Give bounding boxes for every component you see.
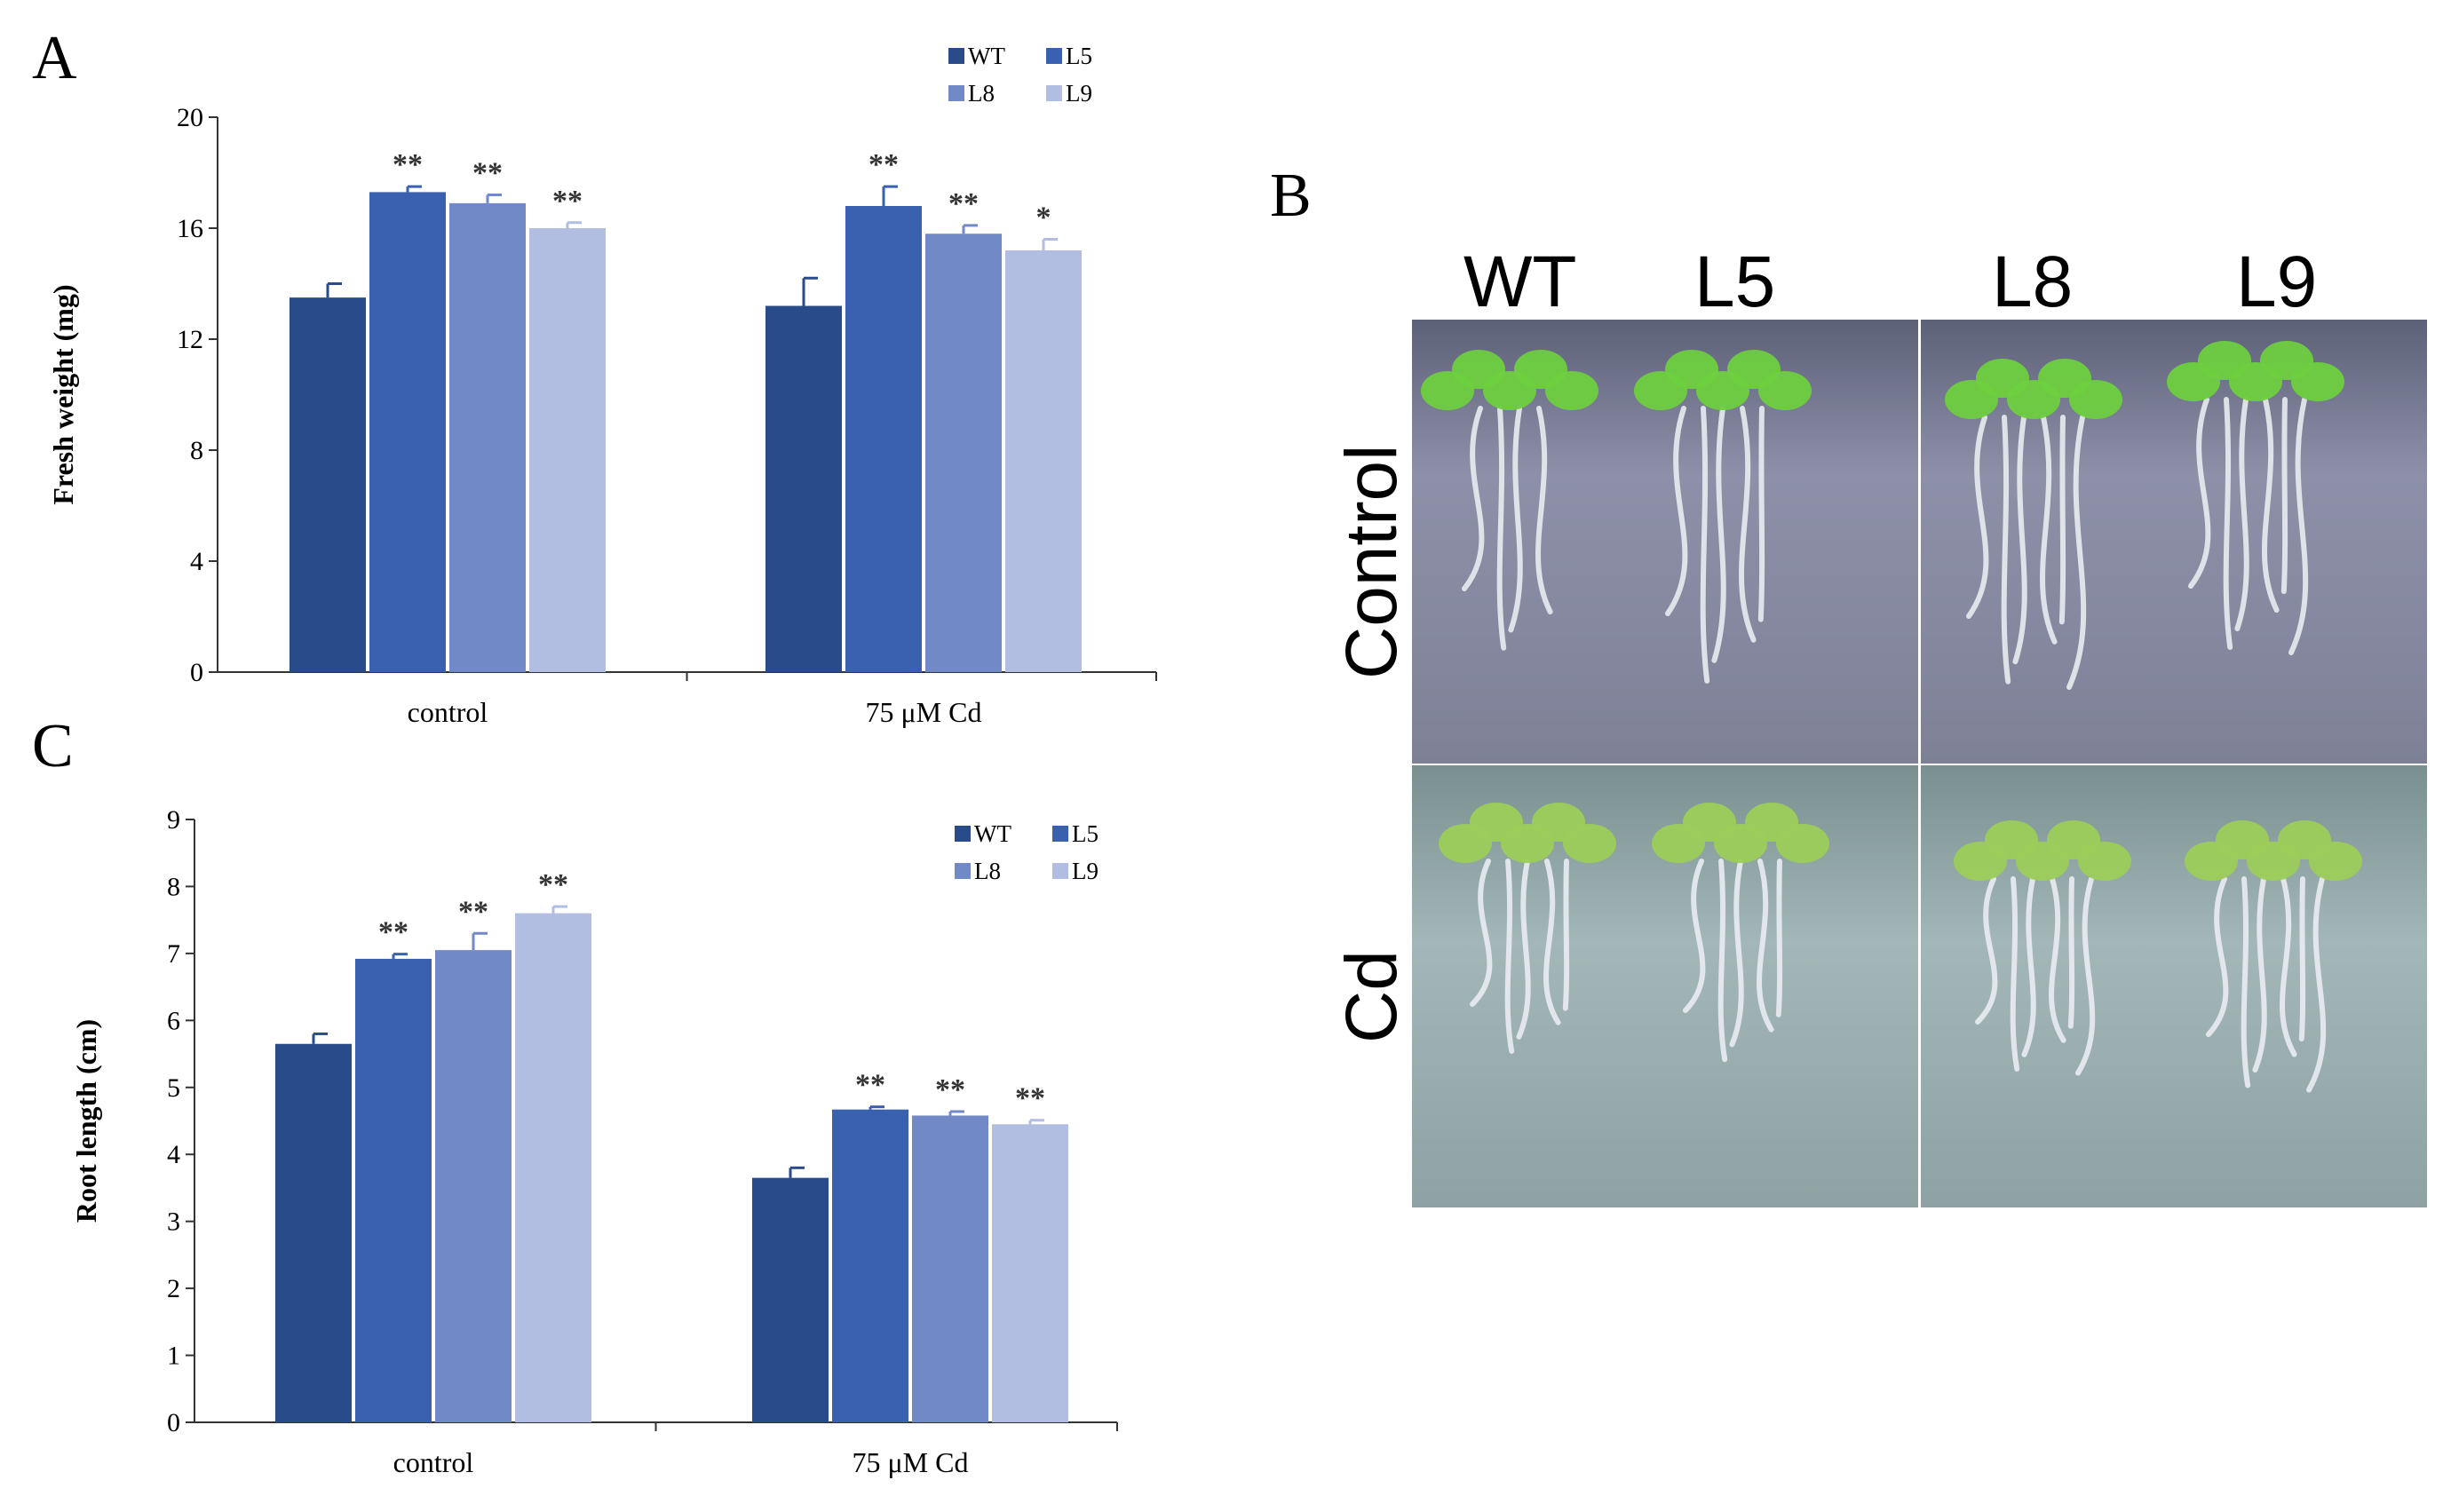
bar	[845, 206, 922, 672]
category-label: control	[393, 1446, 474, 1478]
bar	[435, 950, 512, 1422]
bar	[1005, 250, 1082, 672]
y-tick-label: 0	[190, 658, 203, 687]
seedling	[1421, 350, 1598, 651]
seedling-photo: WT L5 L8 L9 Control Cd	[1331, 241, 2427, 1207]
y-tick-label: 9	[167, 805, 180, 835]
y-tick-label: 5	[167, 1073, 180, 1103]
y-axis-label: Fresh weight (mg)	[47, 284, 79, 504]
legend-label: L5	[1066, 43, 1092, 69]
legend-swatch	[1046, 85, 1062, 101]
significance-label: **	[855, 1069, 885, 1102]
seedling	[1945, 359, 2122, 690]
seedling	[1652, 803, 1829, 1063]
bar	[290, 297, 366, 672]
panel-label-c: C	[32, 712, 74, 780]
bar	[925, 234, 1002, 672]
y-tick-label: 0	[167, 1408, 180, 1437]
legend-label: L5	[1072, 820, 1099, 847]
seedling	[1954, 820, 2131, 1076]
y-tick-label: 1	[167, 1342, 180, 1371]
category-label: 75 μM Cd	[866, 696, 982, 728]
bar	[529, 228, 606, 672]
legend-swatch	[948, 85, 964, 101]
significance-label: **	[378, 916, 408, 949]
category-label: 75 μM Cd	[853, 1446, 969, 1478]
bar	[275, 1043, 352, 1422]
category-label: control	[408, 696, 488, 728]
photo-label-wt: WT	[1463, 241, 1576, 322]
bar	[992, 1124, 1068, 1422]
legend-label: L8	[974, 858, 1001, 884]
legend-swatch	[955, 826, 971, 842]
significance-label: **	[472, 157, 503, 190]
significance-label: **	[538, 868, 568, 901]
legend-swatch	[948, 48, 964, 64]
y-tick-label: 3	[167, 1207, 180, 1237]
legend-swatch	[1052, 863, 1068, 879]
significance-label: **	[948, 187, 979, 220]
seedling	[2185, 820, 2362, 1093]
legend-label: L9	[1066, 80, 1092, 107]
bar	[449, 202, 526, 672]
y-tick-label: 4	[167, 1140, 180, 1169]
significance-label: **	[458, 895, 488, 928]
photo-label-control: Control	[1331, 445, 1412, 679]
y-tick-label: 8	[190, 436, 203, 465]
photo-label-cd: Cd	[1331, 950, 1412, 1043]
seedling	[2167, 341, 2344, 655]
bar	[832, 1109, 908, 1422]
seedling	[1439, 803, 1616, 1054]
legend-label: L9	[1072, 858, 1099, 884]
chart-fresh-weight: 0 4 8 12 16 20 Fresh weight (mg) ** ** ** control *…	[47, 43, 1157, 728]
significance-label: **	[869, 148, 899, 181]
y-tick-label: 12	[177, 325, 203, 354]
panel-label-b: B	[1270, 162, 1312, 230]
significance-label: **	[935, 1073, 965, 1106]
significance-label: *	[1036, 202, 1051, 234]
panel-label-a: A	[32, 24, 77, 92]
photo-label-l9: L9	[2236, 241, 2317, 322]
bar	[752, 1177, 829, 1422]
legend-label: L8	[968, 80, 995, 107]
y-tick-label: 7	[167, 939, 180, 969]
y-tick-label: 8	[167, 872, 180, 901]
significance-label: **	[1015, 1082, 1045, 1115]
chart-root-length: 0 1 2 3 4 5 6 7 8 9 Root length (cm) ** ** ** control *…	[70, 805, 1118, 1478]
significance-label: **	[552, 185, 583, 218]
y-tick-label: 6	[167, 1006, 180, 1035]
significance-label: **	[393, 148, 423, 181]
seedlings	[1421, 341, 2362, 1093]
bar	[765, 305, 842, 672]
y-tick-label: 20	[177, 103, 203, 132]
bar	[369, 192, 446, 672]
bar	[355, 958, 432, 1422]
legend-swatch	[1052, 826, 1068, 842]
y-tick-label: 4	[190, 547, 203, 576]
y-tick-label: 16	[177, 214, 203, 243]
bar	[912, 1115, 988, 1422]
legend-label: WT	[974, 820, 1011, 847]
legend-swatch	[955, 863, 971, 879]
photo-label-l8: L8	[1992, 241, 2073, 322]
y-tick-label: 2	[167, 1274, 180, 1303]
bar	[515, 913, 591, 1422]
seedling	[1634, 350, 1812, 684]
legend-swatch	[1046, 48, 1062, 64]
legend-label: WT	[968, 43, 1005, 69]
y-axis-label: Root length (cm)	[70, 1019, 102, 1223]
photo-label-l5: L5	[1694, 241, 1775, 322]
